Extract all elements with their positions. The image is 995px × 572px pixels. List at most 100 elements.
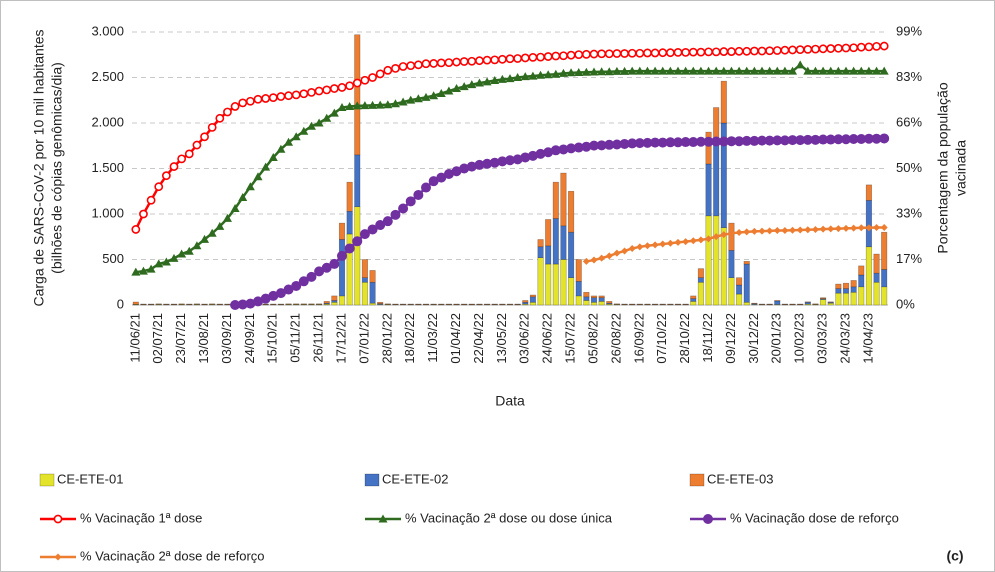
- line-marker: [413, 60, 423, 70]
- line-marker: [849, 43, 859, 53]
- line-marker: [795, 45, 805, 55]
- legend-swatch: [689, 473, 705, 487]
- line-marker: [398, 97, 408, 106]
- line-marker: [230, 203, 240, 212]
- line-marker: [743, 228, 751, 236]
- line-marker: [520, 53, 530, 63]
- line-marker: [421, 92, 431, 101]
- line-marker: [223, 107, 232, 117]
- line-marker: [604, 67, 614, 76]
- bar: [873, 272, 880, 283]
- x-tick-label: 24/09/21: [242, 313, 257, 364]
- line-marker: [291, 90, 301, 100]
- legend-swatch: [364, 473, 380, 487]
- bar: [598, 297, 605, 302]
- line-marker: [628, 244, 636, 252]
- line-marker: [704, 66, 714, 75]
- line-marker: [405, 196, 416, 207]
- y-tick-label: 2.500: [91, 69, 124, 84]
- bar: [132, 301, 139, 305]
- line-marker: [161, 171, 171, 181]
- line-marker: [872, 66, 882, 75]
- bar: [842, 282, 850, 289]
- line-marker: [659, 240, 667, 248]
- x-tick-label: 11/06/21: [127, 313, 142, 363]
- x-tick-label: 13/08/21: [196, 313, 211, 364]
- line-marker: [566, 68, 576, 77]
- line-marker: [712, 233, 720, 241]
- line-marker: [643, 48, 652, 58]
- line-marker: [758, 227, 766, 235]
- x-tick-label: 02/07/21: [150, 313, 165, 364]
- line-marker: [598, 254, 606, 262]
- bar: [690, 298, 697, 302]
- bar: [583, 291, 590, 298]
- line-marker: [359, 229, 370, 240]
- legend-label: CE-ETE-01: [57, 471, 123, 486]
- line-marker: [337, 103, 347, 112]
- bar: [354, 206, 361, 306]
- line-marker: [826, 44, 836, 53]
- line-marker: [253, 172, 263, 181]
- line-marker: [711, 66, 721, 75]
- line-marker: [352, 101, 362, 110]
- bar: [743, 261, 750, 265]
- line-marker: [169, 253, 179, 262]
- legend-label: % Vacinação dose de reforço: [730, 510, 899, 525]
- line-marker: [803, 66, 813, 75]
- bar: [713, 144, 720, 217]
- line-marker: [299, 126, 309, 135]
- line-marker: [865, 224, 873, 232]
- line-marker: [574, 68, 584, 77]
- line-marker: [543, 52, 553, 61]
- line-marker: [528, 52, 538, 62]
- line-marker: [391, 64, 400, 73]
- x-tick-label: 03/06/22: [517, 313, 532, 364]
- bar: [705, 215, 712, 306]
- line-marker: [436, 88, 446, 97]
- x-tick-label: 24/06/22: [540, 313, 555, 364]
- line-marker: [261, 94, 271, 103]
- line-marker: [681, 66, 691, 75]
- bar: [598, 295, 605, 299]
- bar: [369, 281, 376, 304]
- line-marker: [420, 182, 431, 193]
- line-marker: [520, 72, 530, 81]
- bar: [560, 259, 567, 306]
- line-marker: [735, 228, 743, 236]
- bar: [873, 253, 880, 274]
- line-marker: [665, 66, 675, 75]
- bar: [820, 297, 827, 299]
- x-tick-label: 28/01/22: [379, 313, 394, 364]
- bar: [736, 293, 743, 306]
- line-marker: [734, 46, 744, 56]
- line-marker: [636, 243, 644, 251]
- line-marker: [390, 209, 401, 220]
- bar: [690, 295, 697, 299]
- legend-swatch: [39, 473, 55, 487]
- y2-tick-label: 33%: [896, 205, 922, 220]
- line-marker: [253, 94, 263, 104]
- line-marker: [345, 101, 355, 110]
- line-marker: [268, 93, 278, 103]
- line-marker: [682, 238, 690, 246]
- y-axis-title: Carga de SARS-CoV-2 por 10 mil habitante…: [31, 29, 47, 306]
- line-marker: [642, 66, 652, 75]
- line-marker: [879, 133, 890, 144]
- y-tick-label: 3.000: [91, 23, 124, 38]
- line-marker: [314, 118, 324, 127]
- x-tick-label: 22/04/22: [471, 313, 486, 364]
- bar: [858, 274, 865, 288]
- line-marker: [864, 66, 874, 75]
- bar: [560, 225, 567, 260]
- line-marker: [795, 60, 805, 69]
- line-marker: [261, 162, 271, 171]
- line-marker: [589, 67, 599, 76]
- y-tick-label: 1.500: [91, 160, 124, 175]
- line-marker: [429, 91, 439, 100]
- line-marker: [681, 48, 691, 57]
- line-marker: [704, 47, 713, 57]
- bar: [537, 239, 544, 248]
- line-marker: [298, 276, 309, 287]
- line-marker: [131, 267, 141, 276]
